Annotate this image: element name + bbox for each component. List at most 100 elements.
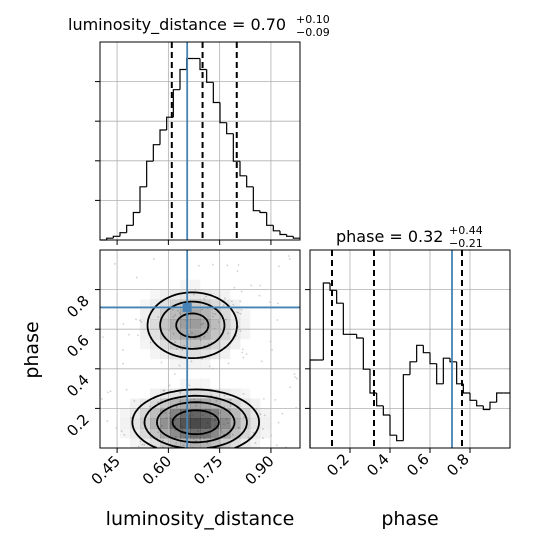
density-sample-point	[239, 330, 242, 333]
panel-phase-1d: 0.2 0.4 0.6 0.8 phase = 0.32 +0.44 −0.21	[305, 224, 511, 480]
density-sample-point	[188, 384, 191, 387]
phase-hist-bin	[382, 405, 390, 416]
density-cell	[190, 418, 201, 429]
density-sample-point	[171, 308, 174, 311]
density-cell	[200, 418, 211, 429]
y-axis-label-phase: phase	[21, 321, 43, 378]
density-sample-point	[271, 348, 273, 351]
lum-title-err-plus: +0.10	[296, 13, 330, 26]
density-cell	[140, 438, 151, 448]
density-cell	[230, 408, 241, 419]
density-sample-point	[122, 349, 124, 351]
phase-title-value: 0.32	[408, 227, 444, 246]
lum-hist-bin	[212, 82, 220, 104]
density-cell	[230, 428, 241, 439]
density-sample-point	[140, 320, 143, 323]
density-cell	[200, 379, 210, 389]
density-cell	[230, 398, 241, 409]
phase-hist-bin	[422, 345, 430, 354]
density-sample-point	[193, 398, 195, 401]
density-sample-point	[232, 433, 234, 436]
density-sample-point	[162, 439, 165, 442]
density-cell	[170, 388, 181, 399]
lum-hist-bin	[292, 236, 300, 239]
phase-hist-bin	[336, 290, 344, 304]
density-cell	[150, 408, 161, 419]
density-cell	[210, 418, 221, 429]
density-sample-point	[177, 309, 179, 312]
panel-phase-1d-quantiles	[331, 250, 463, 448]
density-cell	[160, 408, 171, 419]
density-cell	[150, 290, 160, 300]
density-sample-point	[225, 418, 228, 421]
density-cell	[130, 438, 141, 448]
density-cell	[190, 280, 200, 290]
density-sample-point	[232, 303, 235, 306]
lum-hist-bin	[252, 186, 260, 212]
density-sample-point	[211, 263, 214, 266]
density-sample-point	[125, 388, 128, 391]
density-sample-point	[168, 416, 171, 419]
density-sample-point	[162, 389, 165, 392]
density-cell	[190, 408, 201, 419]
x-axis-label-phase: phase	[381, 508, 438, 530]
density-sample-point	[203, 297, 206, 300]
density-sample-point	[236, 311, 239, 314]
density-sample-point	[289, 386, 292, 389]
density-cell	[240, 309, 251, 320]
density-sample-point	[242, 356, 245, 359]
density-cell	[190, 388, 201, 399]
density-cell	[160, 329, 171, 340]
density-sample-point	[137, 445, 140, 448]
density-sample-point	[225, 318, 227, 321]
density-sample-point	[205, 295, 207, 298]
density-cell	[230, 319, 241, 330]
2d-ytick-label: 0.2	[63, 411, 93, 441]
phase-hist-bin	[356, 334, 364, 339]
density-cell	[200, 349, 211, 360]
density-sample-point	[241, 351, 244, 354]
lum-hist-bin	[226, 122, 234, 135]
density-sample-point	[179, 391, 181, 394]
density-sample-point	[157, 316, 160, 318]
density-sample-point	[262, 397, 265, 400]
density-cell	[170, 319, 181, 330]
phase-hist-bin	[436, 363, 444, 385]
panel-2d-density	[100, 255, 298, 448]
density-cell	[260, 428, 271, 439]
2d-ytick-label: 0.6	[63, 331, 93, 361]
density-cell	[240, 398, 251, 409]
density-sample-point	[269, 301, 271, 304]
density-cell	[150, 398, 161, 409]
density-sample-point	[137, 334, 139, 337]
panel-lum-1d-frame	[99, 41, 301, 241]
density-sample-point	[174, 435, 177, 438]
density-cell	[150, 388, 161, 399]
lum-hist-bin	[159, 129, 167, 145]
density-cell	[180, 280, 190, 290]
phase-hist-bin	[402, 374, 410, 441]
density-sample-point	[220, 430, 223, 433]
density-sample-point	[259, 413, 262, 416]
density-cell	[130, 418, 141, 429]
density-cell	[220, 418, 231, 429]
density-sample-point	[240, 308, 243, 311]
density-cell	[220, 398, 231, 409]
density-sample-point	[237, 264, 240, 266]
lum-hist-bin	[132, 211, 140, 226]
density-sample-point	[252, 431, 255, 434]
density-cell	[150, 319, 161, 330]
density-cell	[200, 339, 211, 350]
density-cell	[240, 389, 250, 399]
density-sample-point	[152, 258, 155, 260]
lum-hist-bin	[246, 175, 254, 188]
density-sample-point	[223, 394, 226, 397]
density-sample-point	[193, 337, 196, 340]
phase-xtick-label: 0.8	[443, 450, 473, 480]
density-sample-point	[197, 264, 200, 267]
lum-hist-bin	[279, 230, 287, 236]
density-sample-point	[239, 300, 242, 303]
density-cell	[150, 329, 161, 340]
density-cell	[160, 398, 171, 409]
density-sample-point	[229, 405, 232, 407]
